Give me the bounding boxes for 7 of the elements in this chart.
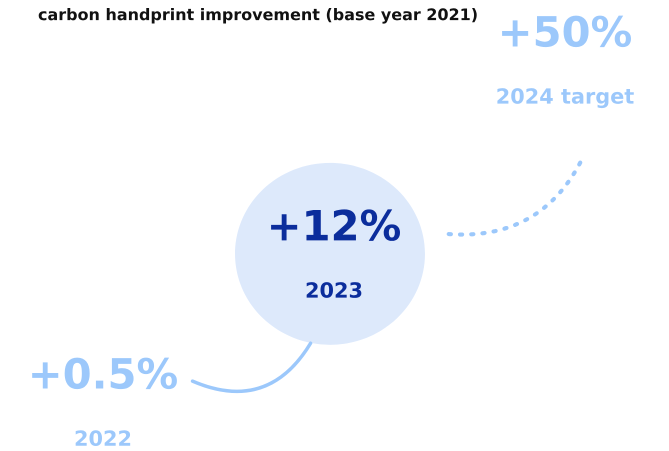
category-label: 2023 bbox=[306, 282, 362, 298]
data-label: +50% bbox=[502, 16, 631, 48]
data-label: +0.5% bbox=[32, 358, 177, 390]
category-label: 2024 target bbox=[497, 88, 634, 108]
data-label: +12% bbox=[271, 209, 400, 241]
text: carbon handprint improvement (base year 2021) bbox=[38, 8, 477, 24]
category-label: 2022 bbox=[76, 430, 130, 446]
